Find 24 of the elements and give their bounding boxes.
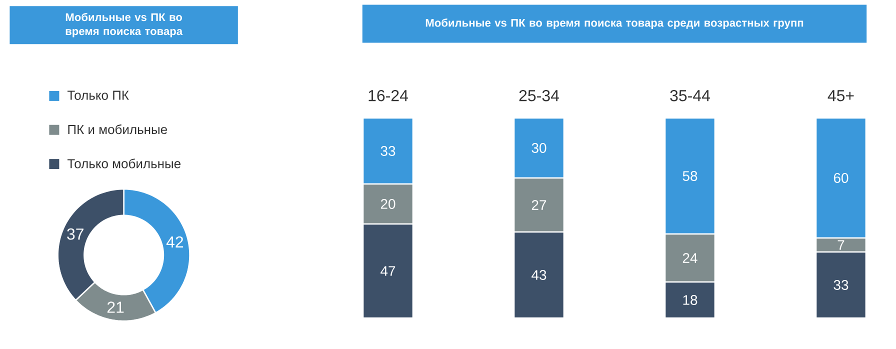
legend-label: Только ПК	[67, 90, 129, 100]
x-tick-label: 25-34	[519, 90, 559, 102]
data-label: 33	[380, 146, 396, 156]
x-tick-label: 45+	[828, 90, 854, 102]
data-label: 30	[532, 143, 546, 153]
x-tick-label: 16-24	[368, 90, 408, 102]
data-label: 24	[682, 253, 698, 263]
x-tick-label: 35-44	[670, 90, 710, 102]
data-label: 37	[67, 228, 84, 240]
data-label: 42	[166, 236, 184, 248]
data-label: 60	[834, 173, 848, 183]
chart-title: Мобильные vs ПК во время поиска товара среди возрастных групп	[426, 18, 804, 29]
data-label: 18	[683, 295, 698, 305]
legend-label: Только мобильные	[67, 158, 180, 168]
data-label: 20	[380, 199, 396, 209]
data-label: 33	[834, 280, 848, 290]
data-label: 7	[838, 240, 844, 250]
data-label: 27	[532, 200, 546, 210]
data-label: 21	[107, 302, 124, 313]
chart-title: Мобильные vs ПК во время поиска товара	[66, 12, 183, 38]
data-label: 43	[532, 270, 546, 280]
legend-label: ПК и мобильные	[68, 124, 168, 134]
data-label: 58	[682, 171, 698, 181]
data-label: 47	[380, 266, 396, 276]
